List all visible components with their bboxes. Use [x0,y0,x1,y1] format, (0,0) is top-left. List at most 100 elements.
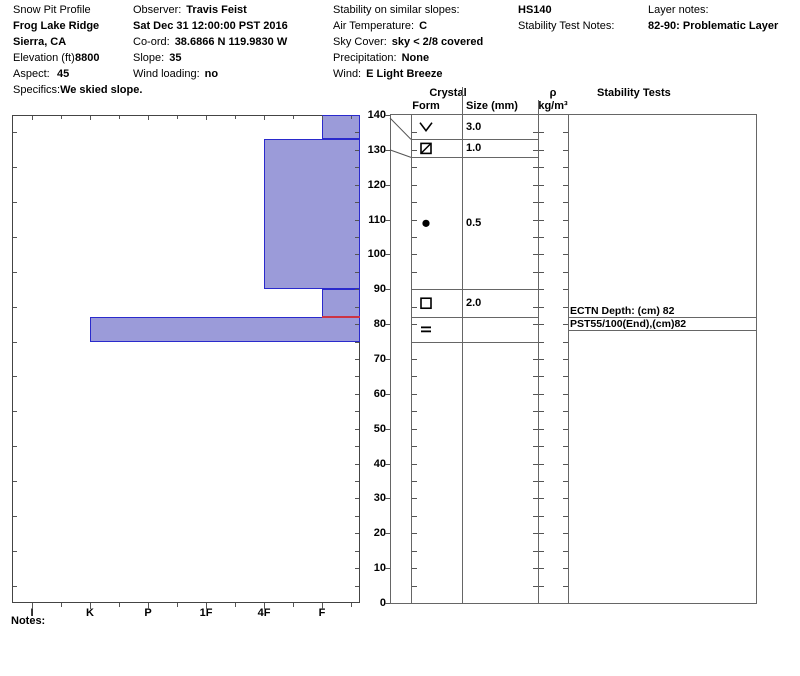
size-ruler-tick [533,428,538,430]
size-ruler-tick [533,446,538,448]
stability-test-line [568,330,756,332]
density-ruler-tick-l [539,515,544,517]
depth-tick-left [13,167,17,169]
depth-label: 110 [368,213,386,226]
size-ruler-tick [533,481,538,482]
density-ruler-tick-l [539,393,544,395]
size-ruler-tick [533,271,538,273]
depth-major-tick [385,498,390,500]
report-title-text: Snow Pit Profile [13,4,91,16]
density-ruler-tick-l [539,271,544,273]
layer-row-line [411,289,538,291]
depth-label: 80 [373,318,386,331]
density-symbol-header: ρ [549,87,557,99]
depth-label: 50 [373,422,386,435]
density-ruler-tick-l [539,202,544,204]
site-name: Frog Lake Ridge [13,20,100,32]
hardness-major-tick-bottom [264,603,265,609]
size-column-header: Size (mm) [466,100,518,112]
coordinates-row: Co-ord: 38.6866 N 119.9830 W [133,36,288,48]
table-vertical-line [538,100,539,603]
density-ruler-tick-l [539,289,544,291]
stability-slopes-row: Stability on similar slopes: [333,4,460,16]
depth-tick-left [13,237,17,238]
hardness-major-tick-top [264,116,265,120]
depth-tick-right [355,498,359,500]
aspect-row: Aspect: 45 [13,68,70,80]
density-ruler-tick-r [563,289,568,291]
size-ruler-tick [533,585,538,587]
depth-major-tick [385,359,390,360]
depth-tick-left [13,202,17,204]
density-ruler-tick-l [539,446,544,448]
size-ruler-tick [533,254,538,256]
grain-size-value: 0.5 [466,217,482,230]
form-ruler-tick [412,167,417,169]
depth-label: 90 [373,283,386,296]
depth-tick-right [355,254,359,256]
site-region: Sierra, CA [13,36,67,48]
density-ruler-tick-r [563,341,568,343]
density-ruler-tick-l [539,411,544,413]
form-ruler-tick [412,254,417,256]
form-ruler-tick [412,237,417,238]
density-ruler-tick-r [563,376,568,378]
precipitation-row: Precipitation: None [333,52,430,64]
aspect-value: 45 [57,68,70,80]
form-ruler-tick [412,219,417,221]
density-ruler-tick-r [563,515,568,517]
density-ruler-tick-l [539,359,544,360]
density-ruler-tick-r [563,254,568,256]
hardness-major-tick-top [206,116,207,120]
depth-tick-right [355,411,359,413]
problem-layer-line [322,316,360,319]
table-vertical-line [756,114,757,603]
stability-tests-header: Stability Tests [597,87,671,99]
report-title: Snow Pit Profile [13,4,91,17]
form-ruler-tick [412,202,417,204]
density-ruler-tick-l [539,498,544,500]
density-ruler-tick-r [563,481,568,482]
form-ruler-tick [412,463,417,465]
depth-major-tick [385,533,390,535]
density-ruler-tick-r [563,446,568,448]
grain-size-value: 1.0 [466,142,482,155]
depth-tick-left [13,446,17,448]
density-ruler-tick-l [539,324,544,326]
form-ruler-tick [412,411,417,413]
density-ruler-tick-l [539,428,544,430]
depth-major-tick [385,254,390,256]
density-ruler-tick-l [539,254,544,256]
depth-tick-left [13,132,17,134]
size-ruler-tick [533,202,538,204]
form-ruler-tick [412,481,417,482]
hardness-minor-tick-bottom [293,603,294,607]
depth-tick-right [355,219,359,221]
size-ruler-tick [533,306,538,308]
depth-label: 70 [373,353,386,365]
elevation-row: Elevation (ft) 8800 [13,52,100,64]
depth-major-tick [385,603,390,604]
size-ruler-tick [533,359,538,360]
density-ruler-tick-l [539,341,544,343]
density-ruler-tick-r [563,306,568,308]
depth-tick-right [355,271,359,273]
depth-tick-left [13,271,17,273]
form-ruler-tick [412,585,417,587]
hardness-label: P [144,607,152,619]
size-ruler-tick [533,324,538,326]
hardness-minor-tick-bottom [61,603,62,607]
form-ruler-tick [412,428,417,430]
layer-row-line [411,317,538,319]
depth-label: 120 [367,178,386,191]
density-ruler-tick-l [539,184,544,186]
grain-size-value: 2.0 [466,297,482,310]
density-ruler-tick-l [539,376,544,378]
density-unit-header: kg/m³ [538,100,568,112]
depth-tick-left [13,376,17,378]
sky-cover-row: Sky Cover: sky < 2/8 covered [333,36,484,48]
depth-major-tick [385,568,390,570]
specifics-value: We skied slope. [60,84,143,96]
